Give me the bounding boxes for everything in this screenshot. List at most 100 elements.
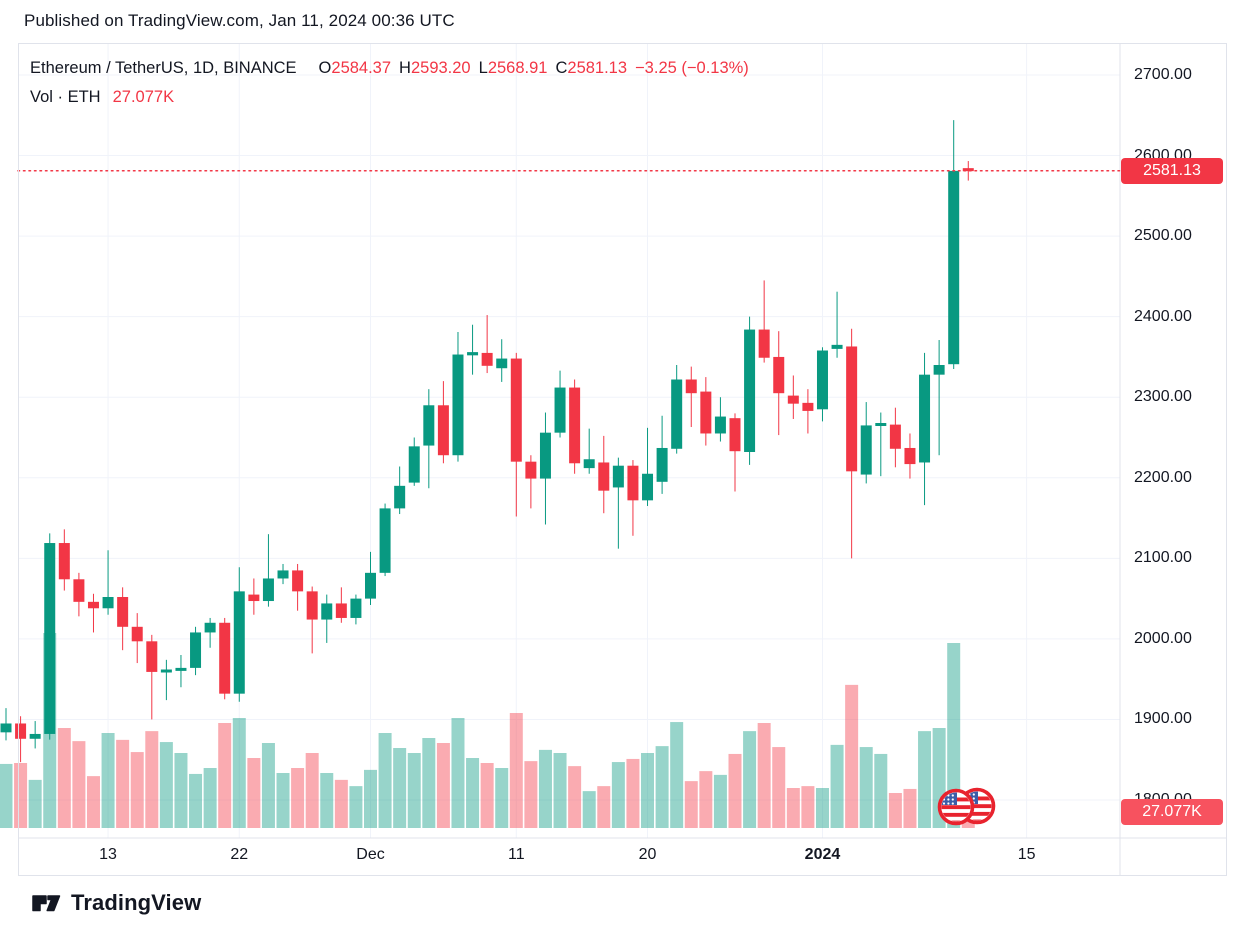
volume-bar xyxy=(145,731,159,828)
low-value: 2568.91 xyxy=(487,59,548,77)
candle-body xyxy=(729,418,741,452)
volume-bar xyxy=(57,728,71,828)
candle-body xyxy=(467,352,479,356)
volume-bar xyxy=(626,758,640,828)
candle-body xyxy=(816,350,828,410)
tradingview-logo-icon[interactable] xyxy=(31,888,61,918)
published-text: Published on TradingView.com, Jan 11, 20… xyxy=(24,11,455,30)
candle-body xyxy=(481,352,493,366)
candle-body xyxy=(554,387,566,433)
time-tick-label: 13 xyxy=(99,846,117,863)
volume-bar xyxy=(888,793,902,828)
candle-body xyxy=(58,543,70,580)
candle xyxy=(875,412,887,477)
volume-bar xyxy=(451,718,465,828)
candle-body xyxy=(569,387,581,464)
candle-body xyxy=(656,447,668,482)
volume-bar xyxy=(728,753,742,828)
candle-body xyxy=(685,379,697,394)
low-label: L xyxy=(478,59,488,77)
candle-body xyxy=(933,365,945,375)
volume-bar xyxy=(655,746,669,828)
high-label: H xyxy=(399,59,411,77)
candle xyxy=(919,352,931,506)
candle xyxy=(277,563,289,585)
volume-bar xyxy=(116,739,130,828)
candle-body xyxy=(379,508,391,573)
volume-bar xyxy=(203,768,217,828)
candle xyxy=(379,503,391,577)
candle xyxy=(962,161,974,181)
candle-body xyxy=(496,358,508,369)
close-value: 2581.13 xyxy=(567,59,628,77)
time-tick-label: 20 xyxy=(638,846,657,863)
volume-bar xyxy=(641,753,655,828)
tradingview-wordmark[interactable]: TradingView xyxy=(71,890,202,915)
volume-bar xyxy=(378,733,392,828)
volume-bar xyxy=(859,747,873,828)
candle-body xyxy=(846,346,858,472)
candle xyxy=(58,529,70,591)
candle-body xyxy=(160,669,172,673)
candle xyxy=(510,352,522,517)
candle-body xyxy=(714,416,726,434)
candle-body xyxy=(802,402,814,411)
candle xyxy=(714,397,726,442)
us-flag-icon[interactable] xyxy=(937,788,975,826)
candle xyxy=(496,339,508,382)
candle xyxy=(350,594,362,625)
candle xyxy=(744,316,756,465)
volume-bar xyxy=(874,753,888,828)
volume-bar xyxy=(320,773,334,828)
volume-bar xyxy=(28,779,42,828)
candle-body xyxy=(233,591,245,694)
price-tick-label: 2200.00 xyxy=(1134,468,1192,486)
volume-bar xyxy=(568,766,582,828)
candle xyxy=(365,551,376,606)
volume-bar xyxy=(364,769,377,828)
volume-bar xyxy=(189,773,203,828)
candle-body xyxy=(889,424,901,449)
candle xyxy=(802,389,814,434)
volume-bar xyxy=(815,788,829,828)
candle-body xyxy=(642,473,654,501)
candle-body xyxy=(0,723,12,733)
candle-body xyxy=(394,485,406,509)
price-tick-label: 2000.00 xyxy=(1134,629,1192,647)
volume-bar xyxy=(407,753,421,828)
candle xyxy=(437,381,449,464)
candle-body xyxy=(44,543,56,734)
candle xyxy=(29,721,41,749)
candle xyxy=(685,366,697,428)
candle xyxy=(525,455,537,509)
symbol-title[interactable]: Ethereum / TetherUS, 1D, BINANCE xyxy=(30,59,297,77)
candle-body xyxy=(612,465,624,488)
volume-bar xyxy=(480,763,494,828)
candle xyxy=(146,634,158,720)
volume-bar xyxy=(14,763,28,828)
candle xyxy=(423,389,435,489)
volume-bar xyxy=(961,819,975,828)
candle xyxy=(0,708,12,741)
volume-label: Vol · ETH xyxy=(30,88,101,106)
time-tick-label: 2024 xyxy=(804,846,841,863)
candle xyxy=(846,328,858,559)
candle xyxy=(671,365,683,454)
candle-body xyxy=(350,598,362,618)
candle-body xyxy=(962,168,974,172)
candle xyxy=(204,617,216,648)
volume-bar xyxy=(903,788,917,828)
volume-bar xyxy=(538,749,552,828)
candle-body xyxy=(700,391,712,434)
volume-bar xyxy=(466,758,480,828)
candle-body xyxy=(423,405,435,446)
candle-body xyxy=(219,622,231,694)
volume-bar xyxy=(174,753,188,828)
candle xyxy=(569,379,581,474)
candle xyxy=(700,377,712,446)
candle-body xyxy=(627,465,639,501)
volume-bar xyxy=(422,738,436,828)
price-tick-label: 2400.00 xyxy=(1134,307,1192,325)
candle-body xyxy=(919,374,931,463)
